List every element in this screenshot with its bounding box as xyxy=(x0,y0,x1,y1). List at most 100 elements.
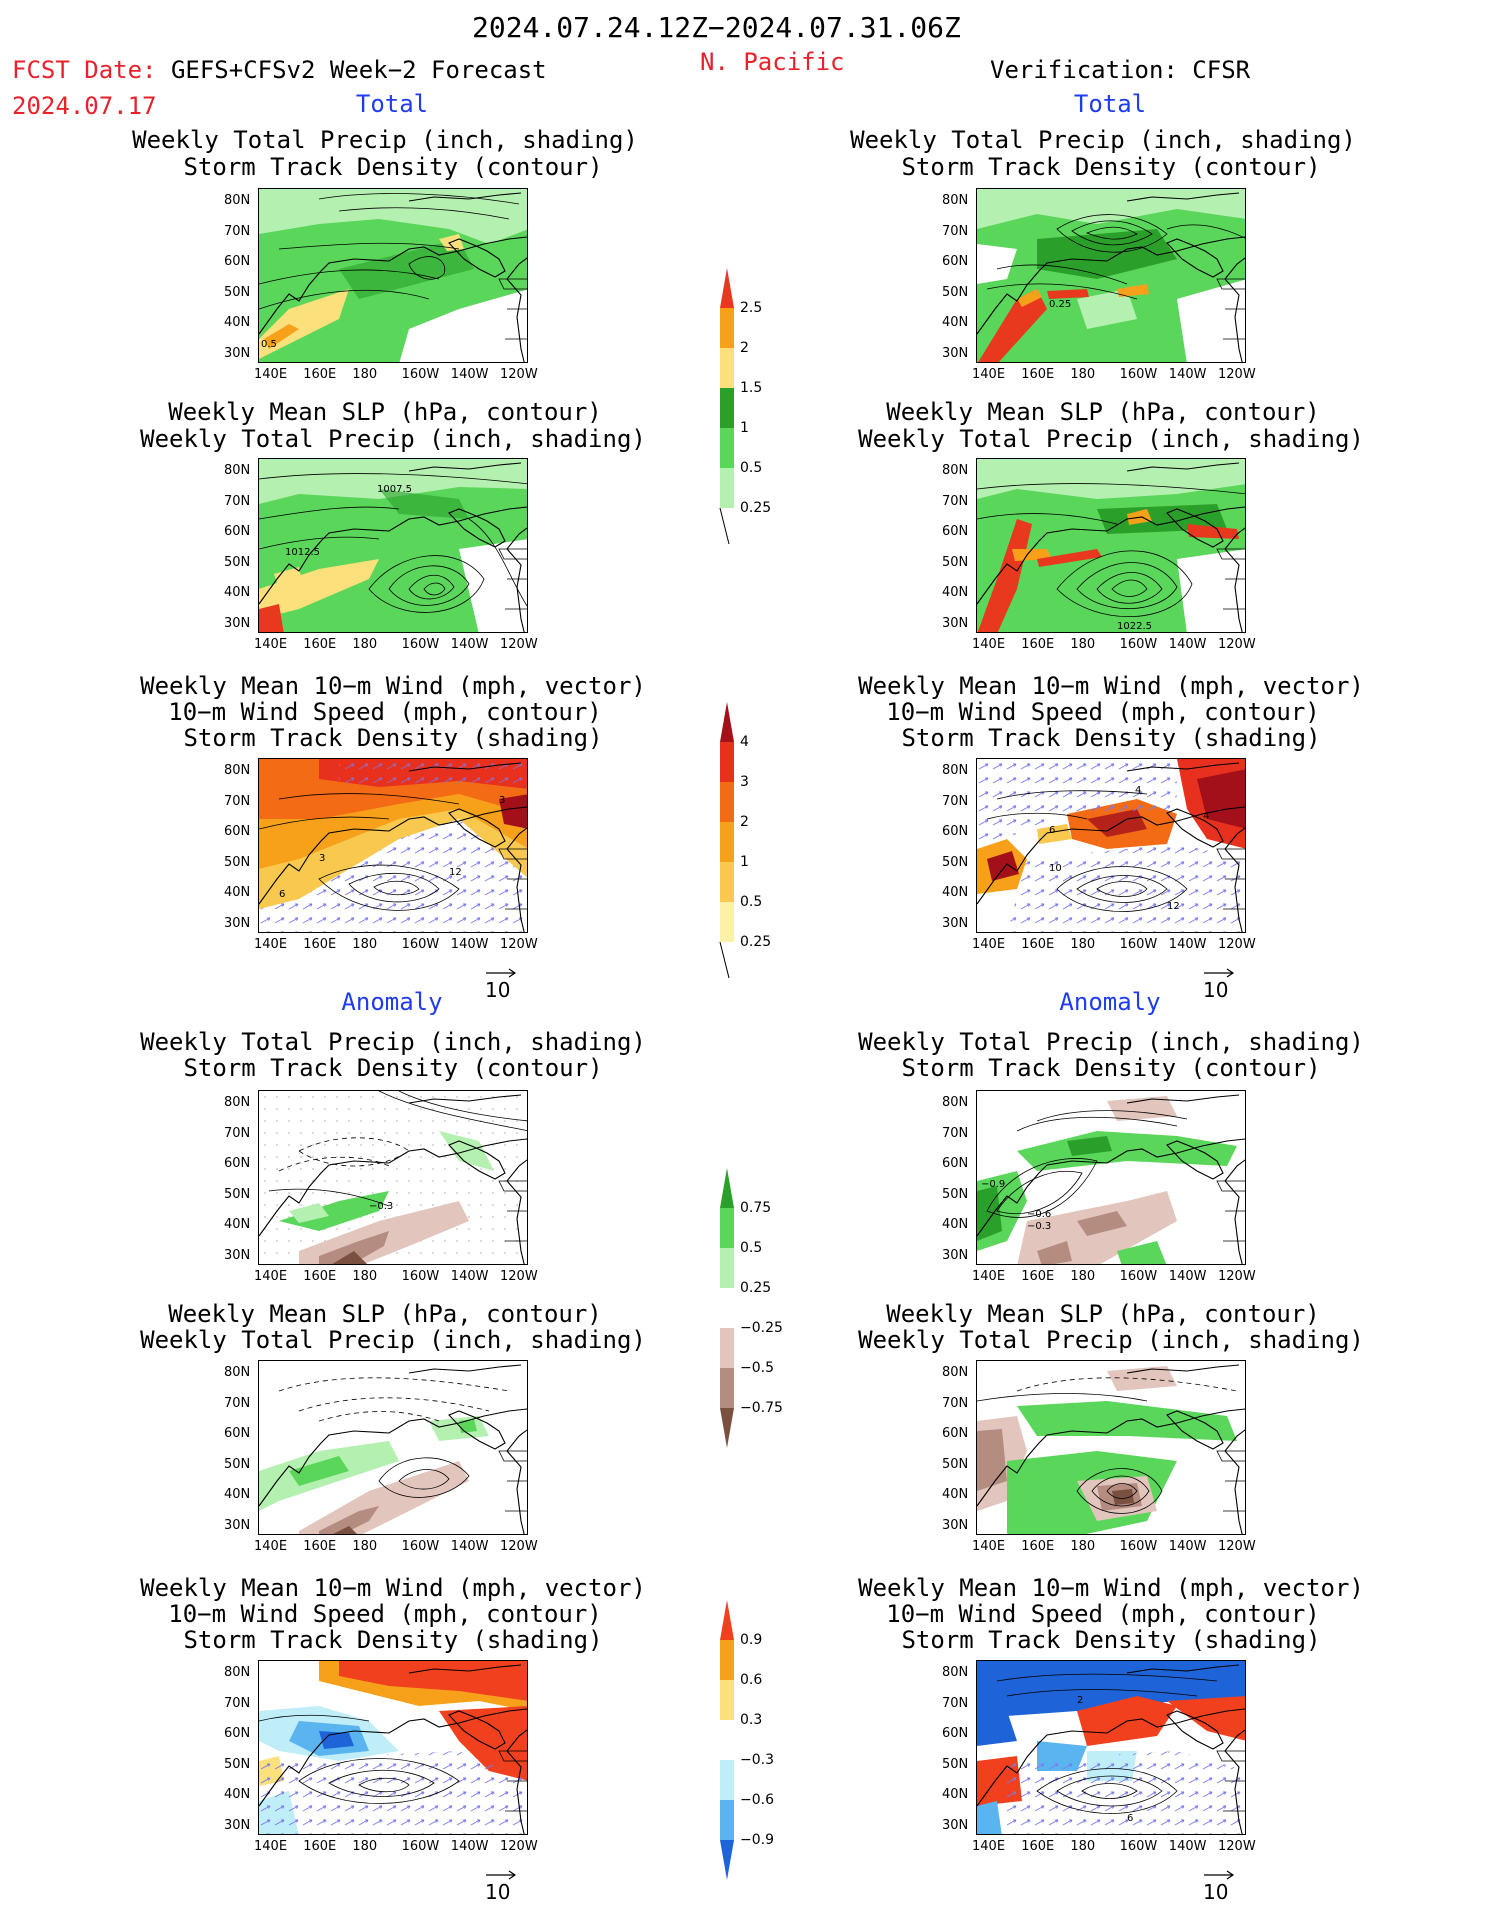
panel-subtitle: Weekly Total Precip (inch, shading) xyxy=(140,425,646,453)
lon-tick-label: 120W xyxy=(500,1839,538,1854)
lat-tick-label: 40N xyxy=(224,1787,251,1803)
map-slp-anom-forecast xyxy=(258,1360,528,1535)
lon-tick-label: 120W xyxy=(500,937,538,952)
lat-tick-label: 80N xyxy=(224,1665,251,1680)
lat-tick-label: 30N xyxy=(942,1818,969,1833)
lat-tick-label: 80N xyxy=(942,1365,969,1380)
lon-tick-label: 160W xyxy=(1119,1839,1158,1854)
lat-tick-label: 60N xyxy=(942,1426,969,1442)
colorbar-label: 0.25 xyxy=(740,500,772,516)
section-total-right: Total xyxy=(1073,90,1147,118)
lon-tick-label: 160W xyxy=(401,367,440,382)
panel-subtitle: Storm Track Density (shading) xyxy=(183,724,603,752)
lon-tick-label: 160E xyxy=(1021,637,1055,652)
lon-tick-label: 140W xyxy=(1168,637,1207,652)
lon-tick-label: 140W xyxy=(450,937,489,952)
lon-tick-label: 120W xyxy=(500,637,538,652)
contour-label: 6 xyxy=(1127,1813,1133,1824)
lat-tick-label: 60N xyxy=(942,254,969,270)
panel-subtitle: 10−m Wind Speed (mph, contour) xyxy=(168,1600,602,1628)
lon-tick-label: 140E xyxy=(972,1269,1006,1284)
lat-tick-label: 50N xyxy=(224,554,251,570)
contour-label: 1022.5 xyxy=(1117,621,1152,632)
lon-tick-label: 120W xyxy=(1218,1269,1256,1284)
date-range-title: 2024.07.24.12Z−2024.07.31.06Z xyxy=(472,11,961,44)
panel-title: Weekly Mean SLP (hPa, contour) xyxy=(886,1300,1320,1328)
lon-tick-label: 160E xyxy=(303,1539,337,1554)
colorbar-precip-total: 2.5 2 1.5 1 0.5 0.25 xyxy=(719,268,780,548)
lon-tick-label: 160E xyxy=(1021,1539,1055,1554)
lat-tick-label: 40N xyxy=(224,315,251,331)
lat-tick-label: 30N xyxy=(224,346,251,361)
lon-tick-label: 160W xyxy=(401,1839,440,1854)
arrow-right-icon xyxy=(486,968,517,978)
colorbar-segment xyxy=(720,1760,734,1800)
colorbar-segment xyxy=(720,1408,734,1448)
lat-tick-label: 70N xyxy=(224,223,251,239)
lat-tick-label: 30N xyxy=(224,1818,251,1833)
contour-label: 4 xyxy=(1203,811,1209,822)
panel-title: Weekly Mean 10−m Wind (mph, vector) xyxy=(858,672,1364,700)
colorbar-segment xyxy=(720,308,734,348)
vector-reference: 10 xyxy=(485,1870,519,1904)
lat-tick-label: 50N xyxy=(942,854,969,870)
colorbar-graphic xyxy=(719,268,734,545)
map-wind-storm-verification: 4 6 10 12 4 xyxy=(976,758,1246,933)
lon-tick-label: 160E xyxy=(1021,367,1055,382)
contour-label: −0.6 xyxy=(1027,1209,1051,1220)
map-precip-anom-forecast: −0.3 xyxy=(258,1090,528,1265)
lon-tick-label: 160E xyxy=(1021,937,1055,952)
lat-tick-label: 70N xyxy=(942,1695,969,1711)
lat-tick-label: 60N xyxy=(224,824,251,840)
lat-tick-label: 60N xyxy=(224,1426,251,1442)
contour-label: 6 xyxy=(279,889,285,900)
lat-tick-label: 30N xyxy=(224,616,251,631)
lon-tick-label: 160W xyxy=(401,637,440,652)
contour-label: 1007.5 xyxy=(377,484,412,495)
section-anomaly-right: Anomaly xyxy=(1059,988,1161,1016)
lon-tick-label: 120W xyxy=(1218,937,1256,952)
lon-tick-label: 140E xyxy=(972,367,1006,382)
colorbar-precip-anom: 0.75 0.5 0.25 −0.25 −0.5 −0.75 xyxy=(720,1168,783,1488)
contour-label: 0.25 xyxy=(1049,299,1071,310)
lon-tick-label: 180 xyxy=(352,1269,378,1284)
lon-tick-label: 160E xyxy=(303,637,337,652)
colorbar-label: 2 xyxy=(740,340,749,356)
lat-tick-label: 70N xyxy=(224,493,251,509)
contour-label: 4 xyxy=(1135,785,1141,796)
colorbar-segment xyxy=(720,1168,734,1208)
panel-subtitle: Storm Track Density (contour) xyxy=(183,153,603,181)
lon-tick-label: 140E xyxy=(972,1839,1006,1854)
colorbar-label: 3 xyxy=(740,774,749,790)
colorbar-segment xyxy=(720,388,734,428)
colorbar-label: −0.3 xyxy=(740,1752,774,1768)
colorbar-label: 0.3 xyxy=(740,1712,763,1728)
lon-tick-label: 120W xyxy=(500,1269,538,1284)
lon-tick-label: 120W xyxy=(1218,637,1256,652)
contour-label: 12 xyxy=(1167,901,1180,912)
lat-tick-label: 40N xyxy=(942,315,969,331)
lat-tick-label: 60N xyxy=(942,1156,969,1172)
lat-tick-label: 70N xyxy=(224,1125,251,1141)
panel-subtitle: Storm Track Density (contour) xyxy=(183,1054,603,1082)
colorbar-label: −0.25 xyxy=(740,1320,783,1336)
panel-title: Weekly Mean 10−m Wind (mph, vector) xyxy=(858,1574,1364,1602)
lat-tick-label: 50N xyxy=(942,554,969,570)
vector-reference: 10 xyxy=(1203,1870,1237,1904)
contour-label: 10 xyxy=(1049,863,1062,874)
lon-tick-label: 160W xyxy=(1119,637,1158,652)
colorbar-label: −0.9 xyxy=(740,1832,774,1848)
lat-tick-label: 70N xyxy=(942,1125,969,1141)
lon-tick-label: 140W xyxy=(450,637,489,652)
lat-tick-label: 80N xyxy=(224,463,251,478)
colorbar-segment xyxy=(720,1640,734,1680)
lat-tick-label: 70N xyxy=(942,1395,969,1411)
lat-tick-label: 50N xyxy=(942,1756,969,1772)
panel-subtitle: Storm Track Density (contour) xyxy=(901,1054,1321,1082)
lat-tick-label: 50N xyxy=(224,1756,251,1772)
lon-tick-label: 160E xyxy=(303,1839,337,1854)
verification-label: Verification: CFSR xyxy=(990,56,1251,84)
fcst-label: FCST Date: xyxy=(12,56,157,84)
panel-title: Weekly Total Precip (inch, shading) xyxy=(140,1028,646,1056)
colorbar-segment xyxy=(720,702,734,742)
